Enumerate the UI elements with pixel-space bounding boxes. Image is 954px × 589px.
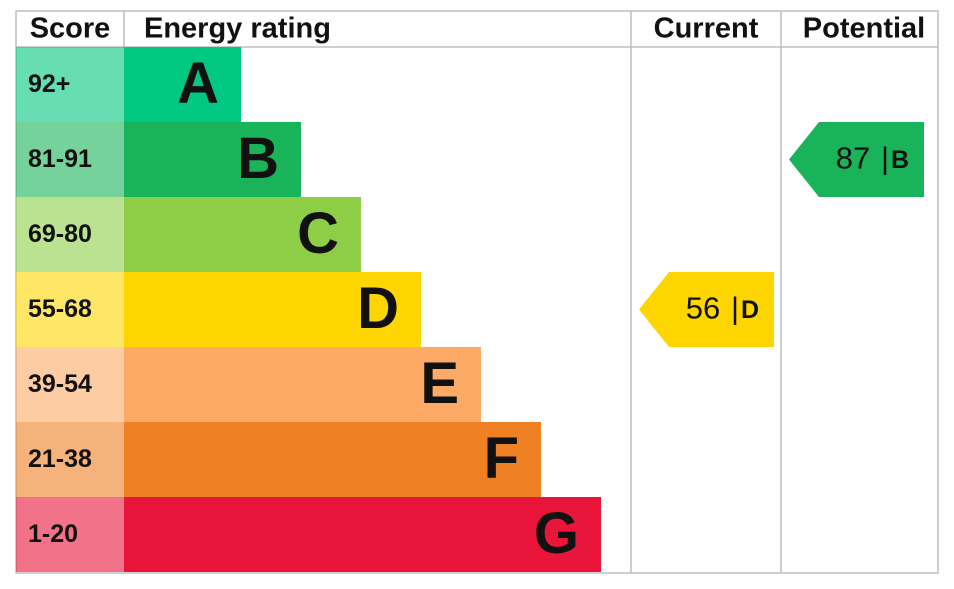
rating-letter: B (237, 126, 279, 191)
rating-bar (124, 422, 541, 497)
score-range: 55-68 (28, 295, 92, 323)
header-current: Current (654, 13, 759, 45)
rating-letter: F (484, 426, 519, 491)
header-score: Score (30, 13, 111, 45)
rating-bar (124, 497, 601, 572)
score-cell (16, 497, 124, 572)
score-range: 81-91 (28, 145, 92, 173)
rating-bar (124, 347, 481, 422)
potential-arrow (789, 122, 924, 197)
potential-value: 87 (836, 141, 870, 176)
score-range: 1-20 (28, 520, 78, 548)
header-potential: Potential (803, 13, 925, 45)
header-energy-rating: Energy rating (144, 13, 331, 45)
rating-letter: A (177, 51, 219, 116)
current-separator: | (731, 291, 739, 326)
rating-bar (124, 122, 301, 197)
score-range: 92+ (28, 70, 70, 98)
score-range: 21-38 (28, 445, 92, 473)
rating-letter: C (297, 201, 339, 266)
score-cell (16, 197, 124, 272)
score-cell (16, 47, 124, 122)
rating-bar (124, 47, 241, 122)
score-cell (16, 272, 124, 347)
current-arrow (639, 272, 774, 347)
rating-letter: E (420, 351, 459, 416)
rating-letter: D (357, 276, 399, 341)
score-range: 69-80 (28, 220, 92, 248)
rating-bar (124, 197, 361, 272)
rating-letter: G (534, 501, 579, 566)
score-cell (16, 422, 124, 497)
potential-letter: B (891, 146, 909, 174)
score-range: 39-54 (28, 370, 92, 398)
current-value: 56 (686, 291, 720, 326)
score-cell (16, 347, 124, 422)
potential-separator: | (881, 141, 889, 176)
rating-bar (124, 272, 421, 347)
current-letter: D (741, 296, 759, 324)
score-cell (16, 122, 124, 197)
